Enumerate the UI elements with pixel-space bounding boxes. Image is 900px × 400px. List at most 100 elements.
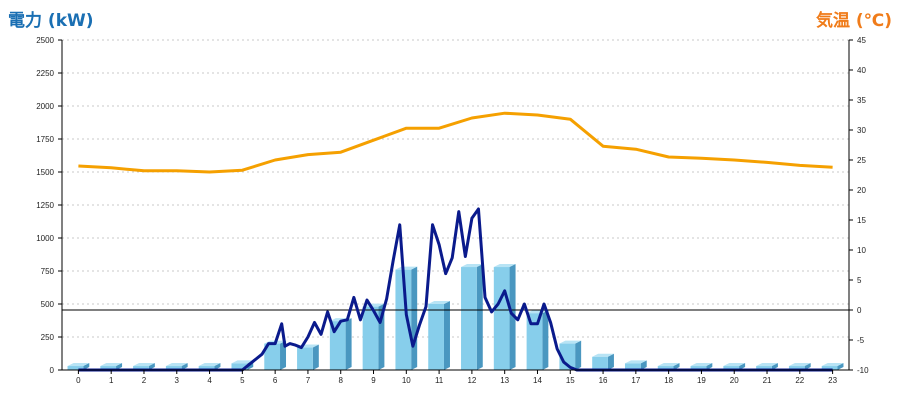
x-tick-label: 5	[240, 376, 245, 385]
bar	[526, 313, 543, 370]
bar	[788, 366, 805, 370]
temperature-line	[78, 111, 833, 174]
bar-side	[411, 266, 418, 370]
x-tick-label: 17	[631, 376, 640, 385]
y-right-tick-label: 30	[857, 126, 866, 135]
bar-side	[607, 353, 614, 370]
y-left-tick-label: 250	[41, 333, 55, 342]
x-tick-label: 21	[763, 376, 772, 385]
bar-top	[559, 340, 582, 344]
x-tick-label: 19	[697, 376, 706, 385]
bar	[231, 363, 248, 370]
y-right-tick-label: 45	[857, 36, 866, 45]
bar-side	[345, 318, 352, 370]
bar-side	[148, 363, 155, 370]
bar	[624, 363, 641, 370]
x-tick-label: 14	[533, 376, 542, 385]
bar	[756, 366, 772, 370]
x-tick-label: 6	[273, 376, 278, 385]
x-tick-label: 15	[566, 376, 575, 385]
y-left-tick-label: 1000	[36, 234, 54, 243]
bar-top	[428, 301, 450, 304]
bar-top	[165, 363, 188, 367]
y-right-tick-label: 0	[857, 306, 862, 315]
bar-top	[461, 264, 483, 268]
x-tick-label: 22	[795, 376, 804, 385]
bar	[428, 304, 444, 370]
y-left-tick-label: 500	[41, 300, 55, 309]
bar-top	[198, 363, 221, 367]
bar	[264, 343, 281, 370]
bar-side	[739, 363, 746, 370]
y-left-tick-label: 2500	[36, 36, 54, 45]
x-tick-label: 11	[435, 376, 444, 385]
bar	[362, 306, 379, 370]
bar-side	[640, 360, 647, 370]
y-right-tick-label: -5	[857, 336, 865, 345]
bar-top	[788, 363, 811, 367]
bar	[165, 366, 182, 370]
y-right-tick-label: 15	[857, 216, 866, 225]
bar	[723, 366, 740, 370]
power-line	[78, 207, 833, 372]
x-tick-label: 0	[76, 376, 81, 385]
x-tick-label: 7	[306, 376, 311, 385]
bar-top	[690, 363, 713, 367]
bar-side	[312, 344, 319, 370]
bar	[100, 366, 117, 370]
y-axis-right-title: 気温 (℃)	[815, 11, 892, 31]
bar-side	[280, 340, 287, 370]
x-tick-label: 10	[402, 376, 411, 385]
x-tick-label: 20	[730, 376, 739, 385]
y-left-tick-label: 0	[50, 366, 55, 375]
bar-side	[509, 264, 516, 370]
y-left-tick-label: 1500	[36, 168, 54, 177]
bar-top	[624, 360, 647, 364]
y-left-tick-label: 1250	[36, 201, 54, 210]
x-tick-label: 2	[142, 376, 147, 385]
y-right-tick-label: 40	[857, 66, 866, 75]
x-tick-label: 4	[207, 376, 212, 385]
bar-top	[67, 363, 90, 367]
x-tick-label: 9	[371, 376, 376, 385]
bar-top	[723, 363, 746, 367]
y-left-tick-label: 2000	[36, 102, 54, 111]
bar-side	[83, 363, 90, 370]
y-right-tick-label: 20	[857, 186, 866, 195]
bar	[690, 366, 707, 370]
bar-top	[657, 363, 680, 367]
bar-side	[476, 264, 483, 370]
bar	[395, 269, 412, 370]
bar-side	[214, 363, 221, 370]
bar-side	[181, 363, 188, 370]
bar	[133, 366, 149, 370]
bar	[461, 267, 477, 370]
bar-top	[100, 363, 123, 367]
bar-top	[821, 363, 844, 367]
bar-top	[395, 266, 418, 270]
x-tick-label: 3	[175, 376, 180, 385]
y-left-tick-label: 2250	[36, 69, 54, 78]
bar	[329, 321, 346, 370]
y-right-tick-label: 25	[857, 156, 866, 165]
bar-top	[231, 360, 254, 364]
x-tick-label: 18	[664, 376, 673, 385]
bar	[67, 366, 84, 370]
x-tick-label: 8	[339, 376, 344, 385]
bar-top	[592, 353, 614, 357]
bar	[657, 366, 674, 370]
y-right-tick-label: 10	[857, 246, 866, 255]
y-right-tick-label: 5	[857, 276, 862, 285]
bar-side	[575, 340, 582, 370]
x-tick-label: 12	[467, 376, 476, 385]
bar	[592, 356, 608, 370]
bar	[821, 366, 838, 370]
x-tick-label: 23	[828, 376, 837, 385]
bar-side	[804, 363, 811, 370]
bar-side	[673, 363, 680, 370]
bar	[198, 366, 215, 370]
bar-side	[116, 363, 123, 370]
bar-side	[706, 363, 713, 370]
